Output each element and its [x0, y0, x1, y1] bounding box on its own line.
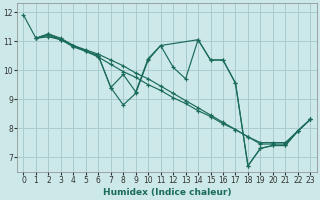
X-axis label: Humidex (Indice chaleur): Humidex (Indice chaleur) — [103, 188, 231, 197]
